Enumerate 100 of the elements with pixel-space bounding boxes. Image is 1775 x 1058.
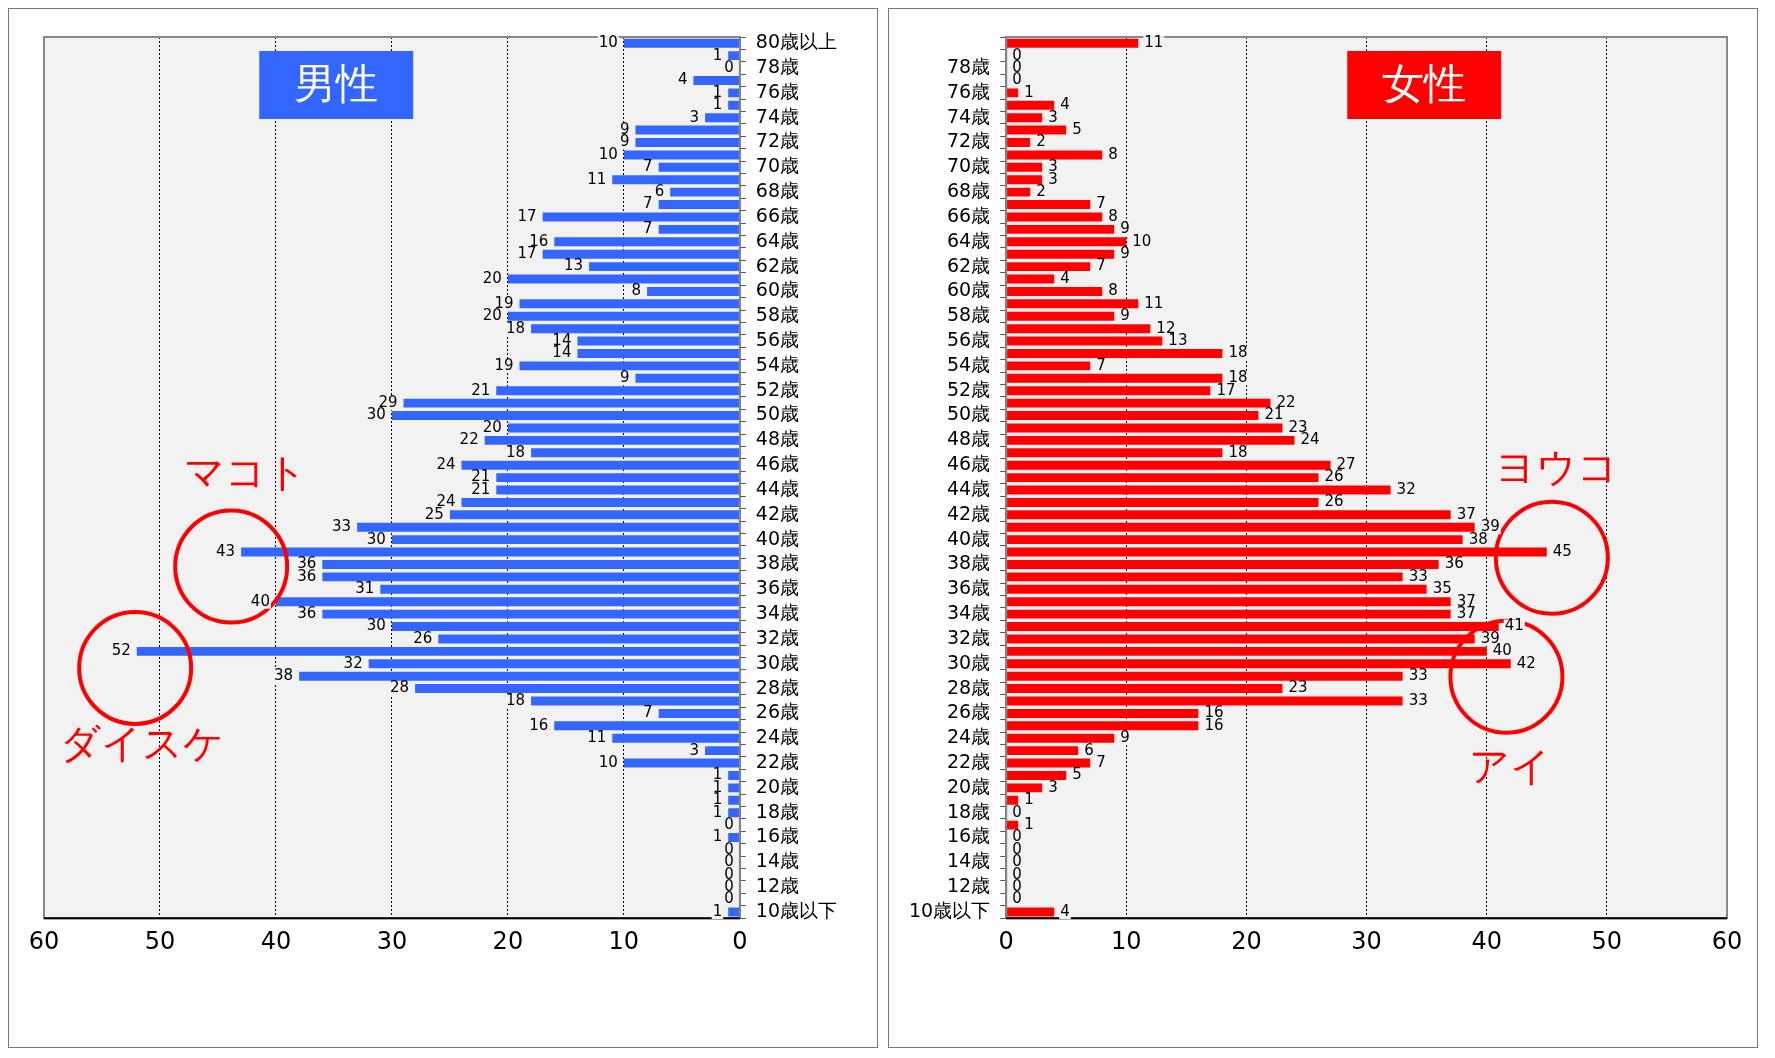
- x-tick-label: 10: [1111, 926, 1142, 955]
- annotation: ダイスケ: [60, 719, 225, 766]
- bar: [507, 311, 740, 321]
- bar: [531, 324, 740, 334]
- y-tick-label: 68歳: [946, 179, 991, 202]
- bar: [577, 336, 740, 346]
- bar: [1006, 361, 1091, 371]
- y-tick-label: 42歳: [755, 501, 800, 524]
- data-label: 36: [297, 604, 317, 623]
- x-tick-label: 60: [1711, 926, 1743, 955]
- bar: [1006, 423, 1283, 433]
- bar: [496, 386, 740, 396]
- x-tick-label: 10: [608, 926, 640, 955]
- data-label: 2: [1036, 182, 1046, 201]
- bar: [1006, 187, 1031, 197]
- bar: [658, 708, 740, 718]
- x-tick-label: 0: [732, 926, 748, 955]
- bar: [322, 560, 740, 569]
- data-label: 1: [1024, 815, 1034, 834]
- data-label: 21: [471, 380, 491, 399]
- bar: [368, 659, 740, 669]
- bar: [1006, 150, 1103, 160]
- bar: [299, 671, 740, 681]
- y-tick-label: 74歳: [755, 104, 800, 127]
- y-tick-label: 70歳: [946, 154, 991, 177]
- bar: [1006, 411, 1259, 421]
- bar: [670, 187, 740, 197]
- data-label: 23: [1288, 678, 1308, 697]
- y-tick-label: 28歳: [946, 675, 991, 698]
- data-label: 18: [505, 318, 526, 337]
- bar: [241, 547, 740, 557]
- data-label: 18: [505, 442, 526, 461]
- bar: [1006, 324, 1151, 334]
- bar: [1006, 510, 1451, 520]
- bar: [693, 75, 740, 85]
- bar: [728, 771, 740, 780]
- data-label: 45: [1552, 541, 1572, 560]
- data-label: 7: [643, 219, 653, 238]
- y-tick-label: 62歳: [946, 253, 991, 276]
- bar: [542, 212, 740, 222]
- bar: [1006, 448, 1223, 458]
- bar: [449, 510, 740, 520]
- bar: [531, 448, 740, 458]
- y-tick-label: 64歳: [946, 228, 991, 251]
- bar: [1006, 783, 1043, 793]
- data-label: 3: [689, 740, 700, 759]
- data-label: 26: [413, 628, 433, 647]
- data-label: 10: [1132, 231, 1152, 250]
- x-tick-label: 60: [28, 926, 60, 955]
- bar: [647, 286, 740, 296]
- bar: [391, 622, 740, 631]
- y-tick-label: 34歳: [755, 601, 800, 624]
- y-tick-label: 24歳: [946, 725, 991, 748]
- data-label: 8: [1108, 206, 1118, 225]
- y-tick-label: 48歳: [755, 427, 800, 450]
- bar: [507, 423, 740, 433]
- y-tick-label: 72歳: [946, 129, 991, 152]
- bar: [1006, 262, 1091, 272]
- y-tick-label: 34歳: [946, 601, 991, 624]
- data-label: 10: [598, 144, 618, 163]
- data-label: 8: [1108, 281, 1118, 300]
- data-label: 0: [724, 57, 734, 76]
- y-tick-label: 46歳: [946, 452, 991, 475]
- bar: [1006, 398, 1271, 408]
- data-label: 3: [1048, 777, 1058, 796]
- y-tick-label: 44歳: [755, 476, 800, 499]
- bar: [1006, 175, 1043, 185]
- bar: [415, 684, 740, 694]
- data-label: 1: [1024, 790, 1034, 809]
- bar: [1006, 535, 1463, 545]
- data-label: 20: [482, 268, 502, 287]
- data-label: 3: [689, 107, 700, 126]
- data-label: 18: [1228, 343, 1248, 362]
- data-label: 13: [563, 256, 584, 275]
- data-label: 6: [1084, 740, 1094, 759]
- y-tick-label: 72歳: [755, 129, 800, 152]
- bar: [1006, 572, 1403, 582]
- data-label: 9: [619, 368, 630, 387]
- data-label: 7: [1096, 256, 1106, 275]
- annotation: ヨウコ: [1494, 443, 1618, 490]
- bar: [1006, 224, 1115, 234]
- bar: [391, 535, 740, 545]
- y-tick-label: 76歳: [755, 79, 800, 102]
- data-label: 11: [1144, 33, 1164, 52]
- y-tick-label: 66歳: [755, 203, 800, 226]
- data-label: 40: [250, 591, 270, 610]
- data-label: 11: [1144, 293, 1164, 312]
- y-tick-label: 38歳: [755, 551, 800, 574]
- data-label: 5: [1072, 119, 1082, 138]
- data-label: 11: [587, 728, 607, 747]
- x-tick-label: 50: [1591, 926, 1623, 955]
- bar: [1006, 758, 1091, 768]
- data-label: 6: [654, 182, 665, 201]
- bar: [519, 361, 740, 371]
- data-label: 8: [631, 281, 642, 300]
- bar: [705, 746, 740, 756]
- data-label: 24: [436, 455, 456, 474]
- bar: [1006, 349, 1223, 358]
- bar: [635, 125, 740, 135]
- data-label: 7: [1096, 194, 1106, 213]
